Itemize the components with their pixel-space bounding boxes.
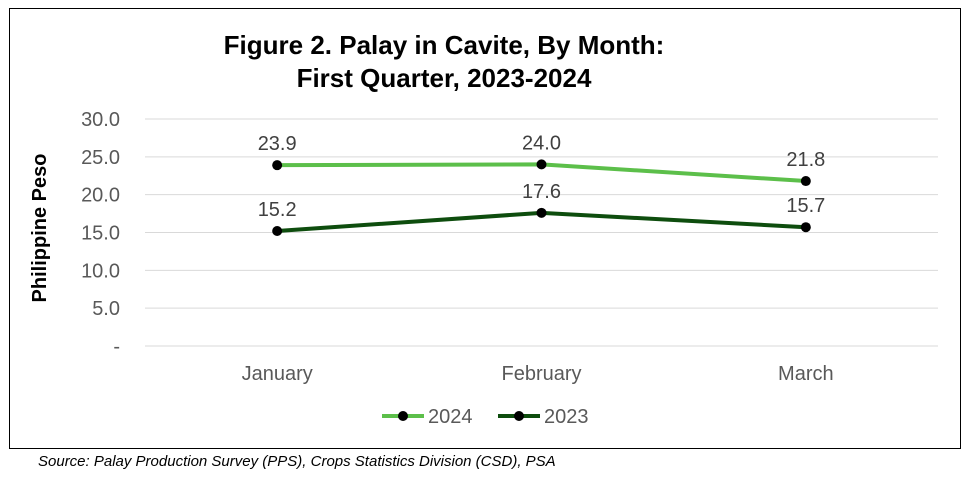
data-point: [536, 159, 547, 170]
data-point: [272, 225, 283, 236]
y-tick-label: 5.0: [92, 298, 120, 320]
x-tick-label: March: [778, 363, 834, 385]
gridlines: [145, 118, 938, 347]
data-point: [536, 207, 547, 218]
data-point: [800, 176, 811, 187]
chart-title-line-1: Figure 2. Palay in Cavite, By Month:: [224, 30, 665, 60]
chart-title-line-2: First Quarter, 2023-2024: [297, 63, 592, 93]
source-note: Source: Palay Production Survey (PPS), C…: [38, 453, 556, 470]
legend-swatch-marker: [514, 411, 524, 421]
y-tick-label: 15.0: [81, 223, 120, 245]
y-axis-label: Philippine Peso: [29, 154, 51, 303]
y-axis-ticks: 30.0 25.0 20.0 15.0 10.0 5.0 -: [81, 109, 120, 358]
y-tick-label: 30.0: [81, 109, 120, 131]
legend-swatch-marker: [398, 411, 408, 421]
x-axis-ticks: January February March: [242, 363, 834, 385]
data-label: 23.9: [258, 133, 297, 155]
data-labels: 23.9 24.0 21.8 15.2 17.6 15.7: [258, 132, 826, 221]
x-tick-label: January: [242, 363, 313, 385]
y-tick-label: 20.0: [81, 185, 120, 207]
legend: 2024 2023: [382, 406, 589, 428]
y-tick-label: 25.0: [81, 147, 120, 169]
data-point: [800, 222, 811, 233]
data-label: 15.7: [786, 195, 825, 217]
x-tick-label: February: [501, 363, 581, 385]
y-tick-label: -: [113, 336, 120, 358]
legend-label-2023: 2023: [544, 406, 589, 428]
data-label: 15.2: [258, 199, 297, 221]
data-point: [272, 160, 283, 171]
legend-label-2024: 2024: [428, 406, 473, 428]
data-label: 17.6: [522, 181, 561, 203]
data-label: 21.8: [786, 149, 825, 171]
y-tick-label: 10.0: [81, 260, 120, 282]
series: [272, 159, 811, 236]
data-label: 24.0: [522, 132, 561, 154]
